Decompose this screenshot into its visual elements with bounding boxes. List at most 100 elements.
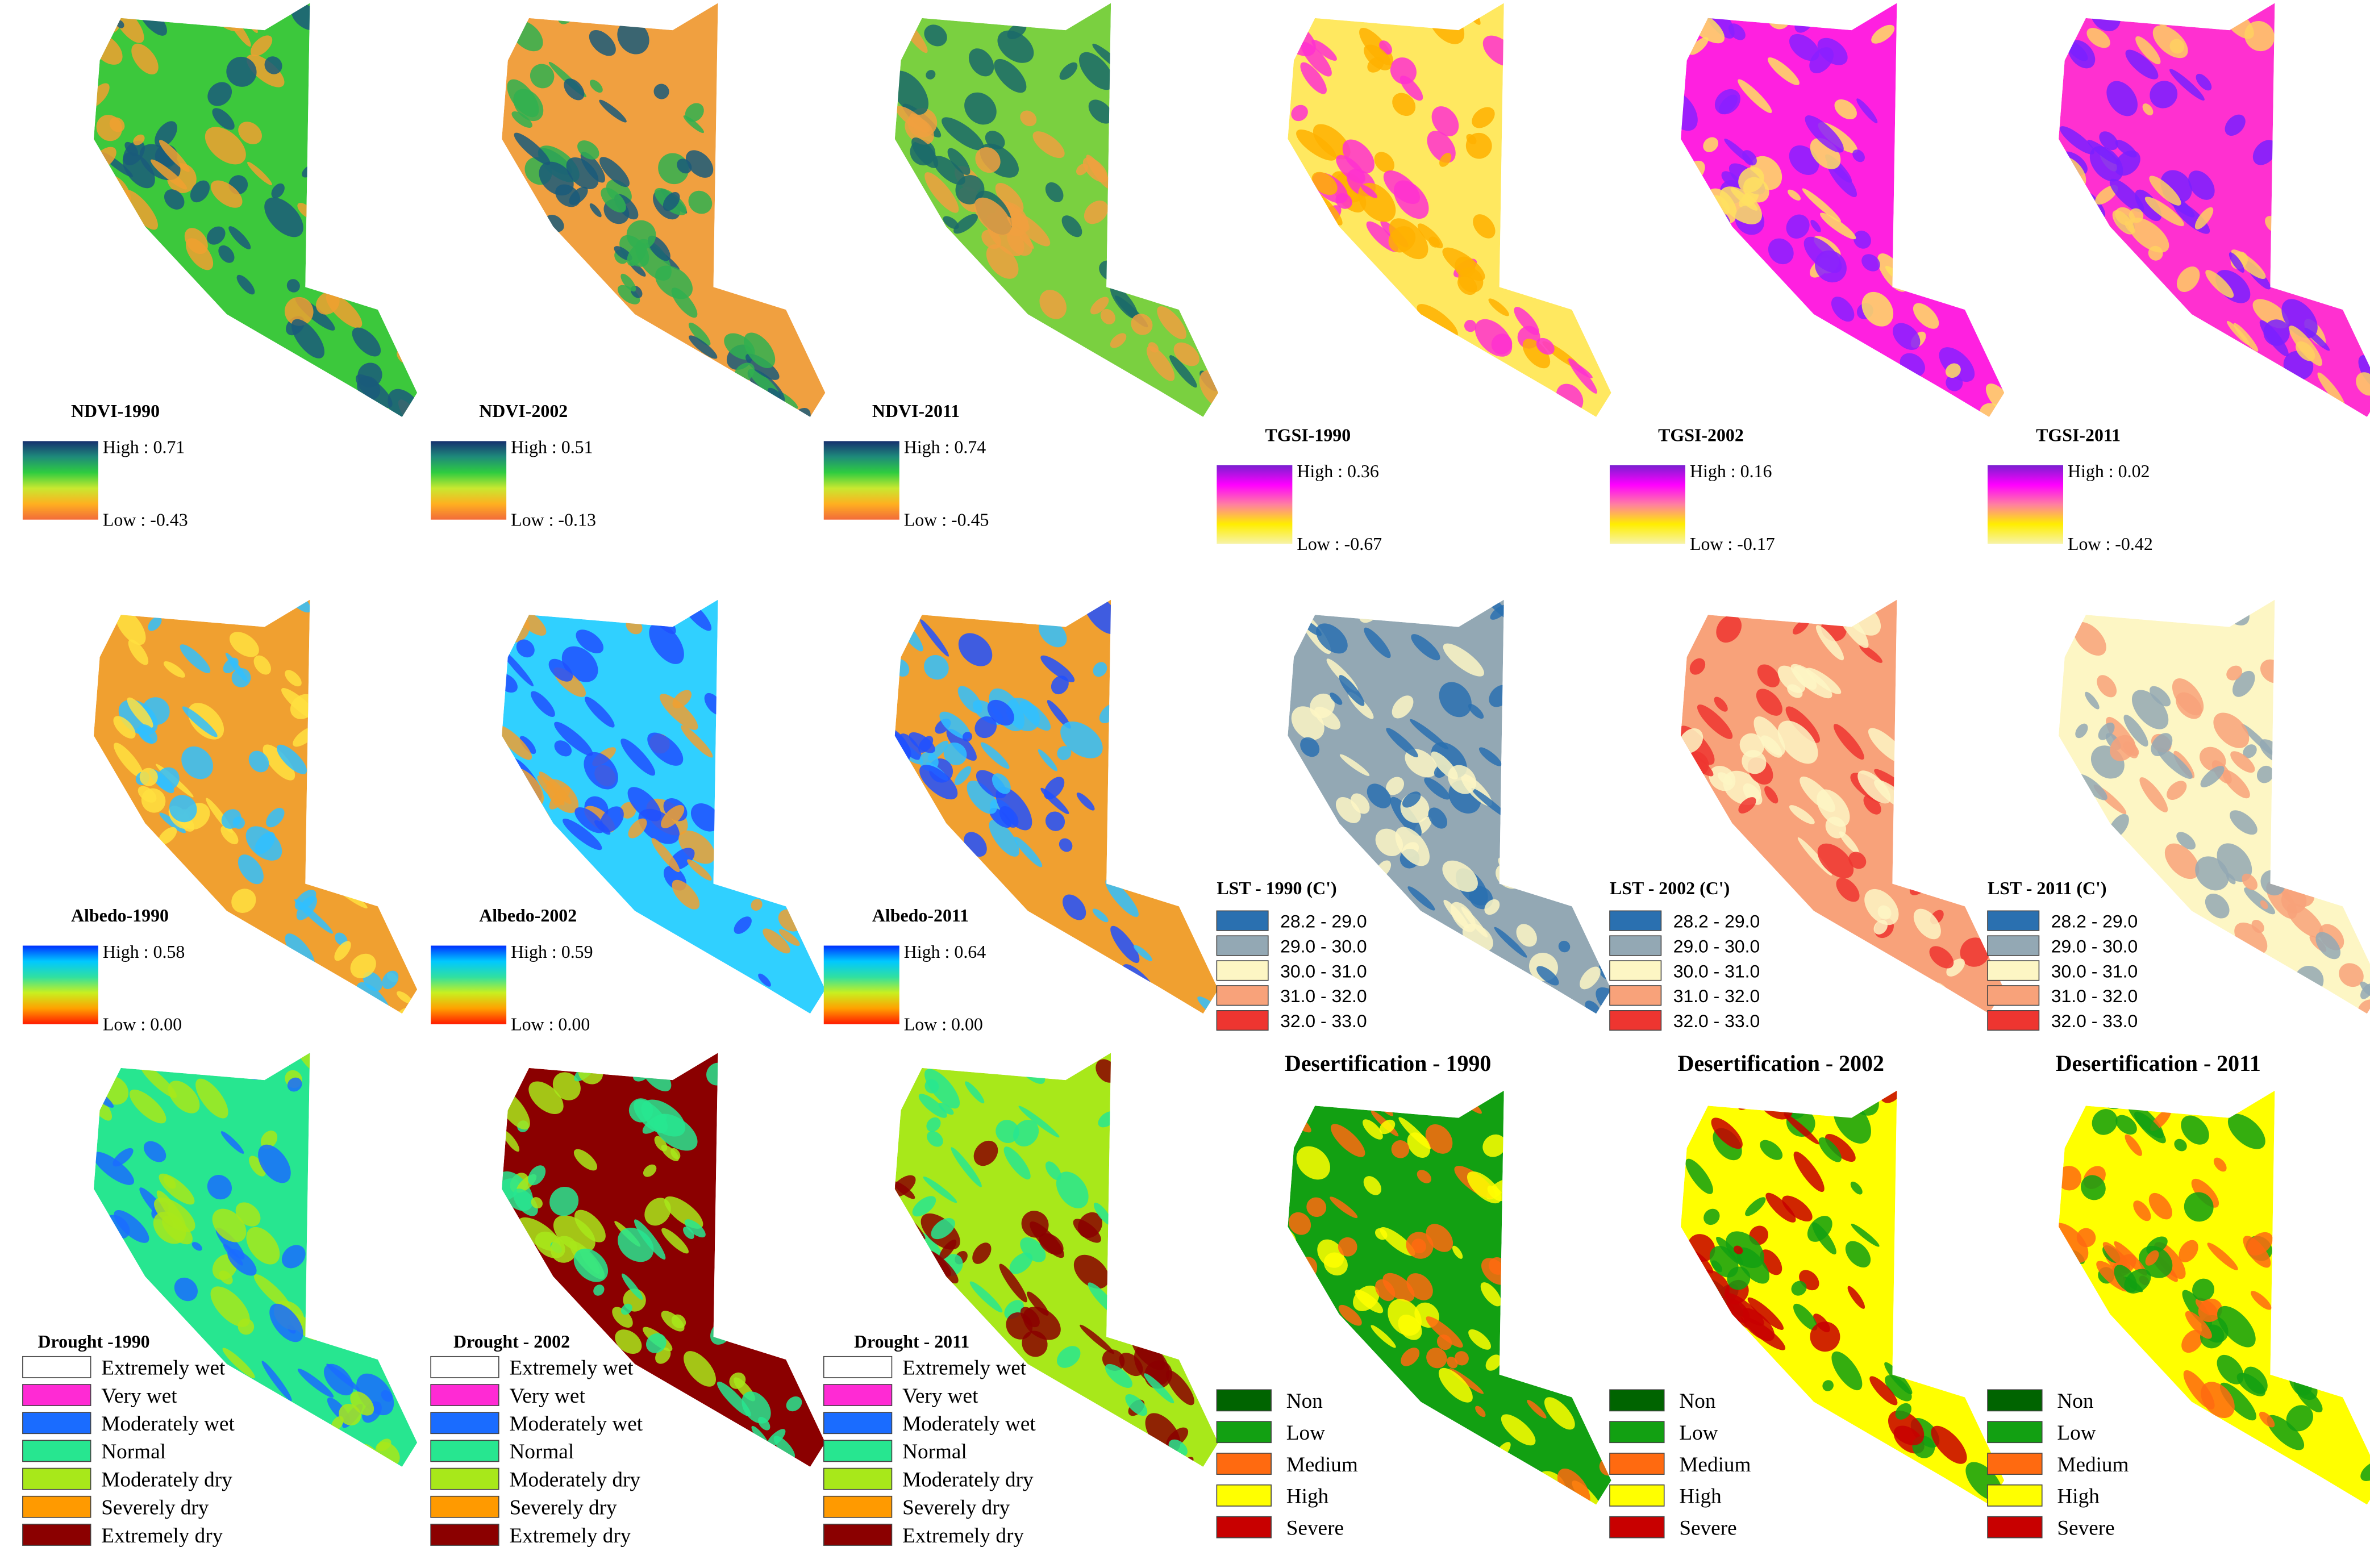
map-patch	[894, 760, 904, 789]
map-patch	[1703, 1208, 1720, 1225]
map-patch	[269, 1303, 303, 1342]
map-patch	[943, 742, 967, 765]
color-ramp	[823, 441, 899, 520]
map-patch	[1888, 1410, 1925, 1446]
map-patch	[2185, 1311, 2212, 1339]
map-patch	[1199, 370, 1219, 410]
map-patch	[767, 427, 798, 457]
map-patch	[942, 117, 984, 151]
legend-high: High : 0.02	[2068, 461, 2150, 481]
map-patch	[555, 184, 581, 207]
map-patch	[2164, 843, 2200, 879]
map-patch	[672, 879, 700, 910]
map-patch	[507, 79, 539, 118]
map-patch	[2135, 189, 2162, 222]
map-patch	[1296, 129, 1336, 161]
map-patch	[1805, 115, 1844, 153]
map-patch	[1110, 285, 1138, 319]
map-patch	[2115, 1115, 2137, 1135]
map-patch	[151, 159, 188, 190]
map-patch	[923, 1176, 957, 1203]
map-patch	[1787, 684, 1803, 698]
map-patch	[502, 805, 532, 836]
map-patch	[528, 1165, 546, 1186]
map-patch	[763, 928, 790, 954]
legend-swatch	[823, 1467, 893, 1490]
map-patch	[2196, 73, 2212, 91]
map-patch	[1073, 1219, 1101, 1243]
legend-swatch	[823, 1356, 893, 1378]
map-patch	[139, 768, 158, 786]
map-patch	[297, 1369, 334, 1398]
map-patch	[1767, 57, 1800, 85]
map-patch	[1833, 724, 1864, 760]
map-patch	[574, 807, 605, 833]
map-patch	[2102, 1242, 2127, 1267]
map-patch	[326, 1363, 360, 1391]
map-patch	[1560, 424, 1588, 451]
map-patch	[1035, 599, 1067, 620]
map-patch	[1045, 182, 1064, 202]
legend-swatch	[1987, 1516, 2043, 1538]
legend-title: LST - 2002 (C')	[1610, 878, 1730, 898]
map-patch	[969, 3, 982, 15]
map-patch	[1382, 1273, 1415, 1302]
map-patch	[245, 826, 282, 861]
map-patch	[992, 773, 1011, 794]
map-patch	[2099, 131, 2118, 151]
legend-swatch	[823, 1412, 893, 1434]
map-patch	[1301, 41, 1332, 77]
map-patch	[1313, 124, 1351, 160]
map-patch	[1817, 789, 1850, 827]
map-patch	[980, 742, 1010, 769]
map-patch	[1300, 737, 1320, 757]
map-patch	[1363, 1119, 1383, 1140]
map	[1681, 1090, 2005, 1505]
map-patch	[530, 64, 555, 89]
map-patch	[2106, 81, 2138, 116]
legend-low: Low : -0.45	[904, 510, 989, 529]
map-patch	[1853, 230, 1871, 249]
legend-title: Drought - 2011	[854, 1332, 969, 1352]
legend-title: TGSI-2002	[1658, 425, 1744, 445]
map-patch	[222, 1348, 255, 1378]
map-patch	[1314, 3, 1326, 14]
legend-low: Low : 0.00	[904, 1014, 983, 1034]
map-patch	[1743, 783, 1763, 805]
legend-label: Extremely wet	[101, 1357, 226, 1380]
map-patch	[148, 616, 162, 631]
map-patch	[266, 807, 285, 828]
map-patch	[965, 1081, 985, 1104]
map-patch	[1698, 806, 1713, 820]
map-base	[2059, 1090, 2370, 1505]
map-patch	[1311, 172, 1338, 195]
map-patch	[1760, 735, 1782, 758]
map-patch	[973, 1140, 998, 1166]
map-patch	[2358, 355, 2370, 396]
map-patch	[1764, 786, 1778, 804]
color-ramp	[431, 441, 507, 520]
map-patch	[2157, 747, 2193, 779]
map-patch	[2242, 873, 2258, 890]
map-patch	[1442, 860, 1478, 892]
map-patch	[919, 765, 958, 800]
map-patch	[1431, 751, 1458, 780]
legend-title: NDVI-1990	[71, 401, 160, 421]
map-patch	[122, 152, 155, 189]
legend-label: Non	[1679, 1390, 1716, 1413]
map-patch	[1339, 754, 1370, 776]
map-patch	[1027, 1291, 1049, 1316]
map-patch	[226, 56, 257, 87]
legend-label: 28.2 - 29.0	[1280, 911, 1367, 932]
map-patch	[1871, 24, 1895, 44]
map-patch	[986, 244, 1019, 279]
map-patch	[663, 191, 680, 211]
legend-title: Desertification - 2011	[2056, 1050, 2261, 1076]
map-patch	[975, 147, 1001, 173]
map-patch	[2125, 49, 2159, 80]
map-patch	[1447, 1357, 1458, 1369]
legend-label: Very wet	[902, 1384, 978, 1408]
map-patch	[717, 1381, 751, 1417]
map-patch	[114, 1210, 149, 1243]
map-patch	[1558, 940, 1571, 953]
